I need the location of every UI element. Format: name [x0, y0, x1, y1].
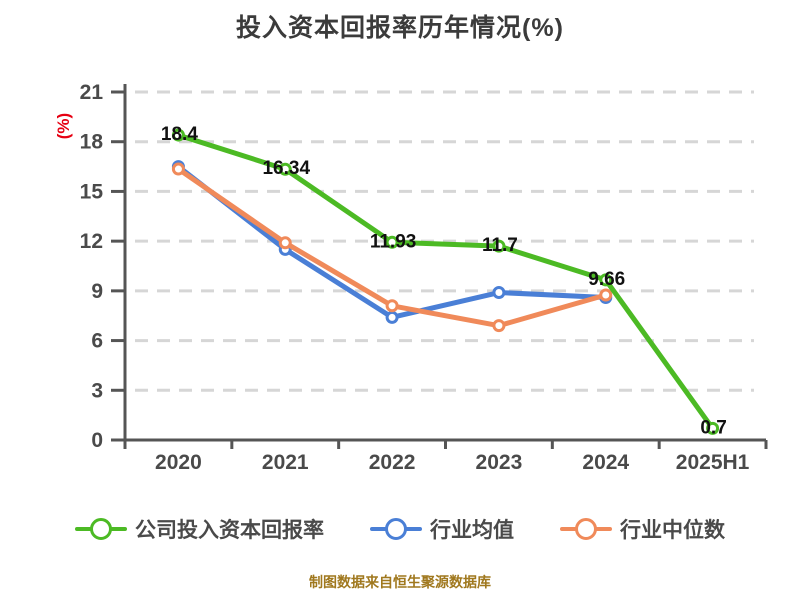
y-tick-label: 21 — [80, 81, 104, 104]
x-tick-label: 2024 — [582, 451, 629, 474]
legend-item-industry-mean[interactable]: 行业均值 — [370, 514, 514, 544]
data-point-label: 0.7 — [700, 417, 726, 438]
data-point-label: 16.34 — [262, 158, 310, 179]
legend-marker-blue — [370, 517, 422, 541]
y-tick-label: 3 — [91, 379, 103, 402]
data-point[interactable] — [171, 162, 185, 176]
legend-label: 行业中位数 — [620, 519, 725, 542]
data-point[interactable] — [385, 299, 399, 313]
series-line-0 — [175, 132, 716, 431]
y-tick-label: 12 — [80, 230, 103, 253]
legend-item-company-roic[interactable]: 公司投入资本回报率 — [75, 514, 324, 544]
y-tick-label: 15 — [80, 180, 104, 203]
data-point[interactable] — [278, 236, 292, 250]
data-point-label: 11.7 — [482, 235, 518, 256]
circle-marker-icon — [575, 518, 597, 540]
chart-canvas: 0 3 6 9 12 15 18 21 2020 2021 2022 2023 2024 2025H1 18… — [80, 81, 768, 474]
data-point[interactable] — [385, 310, 399, 324]
y-tick-label: 0 — [91, 429, 103, 452]
x-tick-label: 2022 — [369, 451, 416, 474]
page-title: 投入资本回报率历年情况(%) — [236, 14, 564, 42]
y-tick-label: 18 — [80, 131, 104, 154]
legend-label: 公司投入资本回报率 — [135, 519, 324, 542]
legend-label: 行业均值 — [430, 519, 514, 542]
data-point[interactable] — [492, 239, 506, 253]
data-point[interactable] — [278, 162, 292, 176]
x-tick-label: 2025H1 — [676, 451, 750, 474]
data-point[interactable] — [599, 288, 613, 302]
legend-item-industry-median[interactable]: 行业中位数 — [560, 514, 725, 544]
data-point[interactable] — [385, 235, 399, 249]
legend-marker-green — [75, 517, 127, 541]
data-point[interactable] — [492, 319, 506, 333]
x-tick-label: 2020 — [155, 451, 202, 474]
data-point[interactable] — [492, 286, 506, 300]
data-point-label: 9.66 — [588, 269, 625, 290]
data-point[interactable] — [706, 421, 720, 435]
x-tick-label: 2021 — [262, 451, 309, 474]
data-point[interactable] — [599, 273, 613, 287]
legend-marker-orange — [560, 517, 612, 541]
chart-legend: 公司投入资本回报率 行业均值 行业中位数 — [0, 514, 800, 544]
x-tick-label: 2023 — [476, 451, 523, 474]
data-point-label: 18.4 — [161, 124, 198, 145]
circle-marker-icon — [385, 518, 407, 540]
data-point[interactable] — [171, 128, 185, 142]
circle-marker-icon — [90, 518, 112, 540]
y-tick-label: 6 — [91, 330, 103, 353]
data-source-note: 制图数据来自恒生聚源数据库 — [309, 574, 491, 590]
data-point-label: 11.93 — [370, 231, 417, 252]
y-tick-label: 9 — [91, 280, 103, 303]
